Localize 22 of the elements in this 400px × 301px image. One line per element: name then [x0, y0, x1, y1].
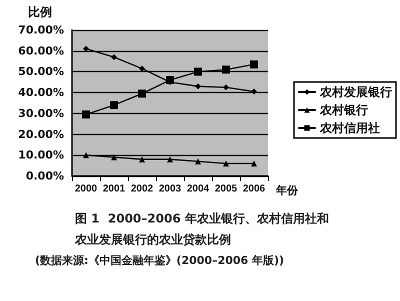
x-tick-label: 2003 [158, 184, 182, 194]
y-tick-label: 10.00% [18, 148, 64, 162]
legend-label: 农村发展银行 [319, 85, 392, 99]
y-tick-label: 50.00% [18, 65, 64, 78]
text: (数据来源:《中国金融年鉴》(2000–2006 年版)) [35, 254, 284, 267]
y-tick-label: 20.00% [18, 128, 64, 141]
x-tick-label: 2002 [130, 184, 154, 194]
text: 图 1 2000–2006 年农业银行、农村信用社和农业发展银行的农业贷款比例 [74, 212, 329, 246]
y-tick-label: 70.00% [18, 24, 64, 36]
y-tick-label: 60.00% [18, 44, 64, 58]
y-tick-label: 40.00% [18, 86, 64, 100]
x-tick-label: 2001 [102, 184, 126, 194]
x-tick-label: 2004 [186, 184, 210, 194]
x-tick-label: 2006 [242, 184, 266, 194]
y-axis-title: 比例 [28, 5, 52, 19]
legend-label: 农村信用社 [319, 121, 380, 135]
x-axis-title: 年份 [275, 184, 299, 197]
y-tick-label: 30.00% [18, 106, 64, 120]
legend-label: 农村银行 [319, 103, 368, 117]
y-tick-label: 0.00% [26, 170, 64, 182]
x-tick-label: 2000 [74, 184, 98, 194]
x-tick-label: 2005 [214, 184, 238, 194]
